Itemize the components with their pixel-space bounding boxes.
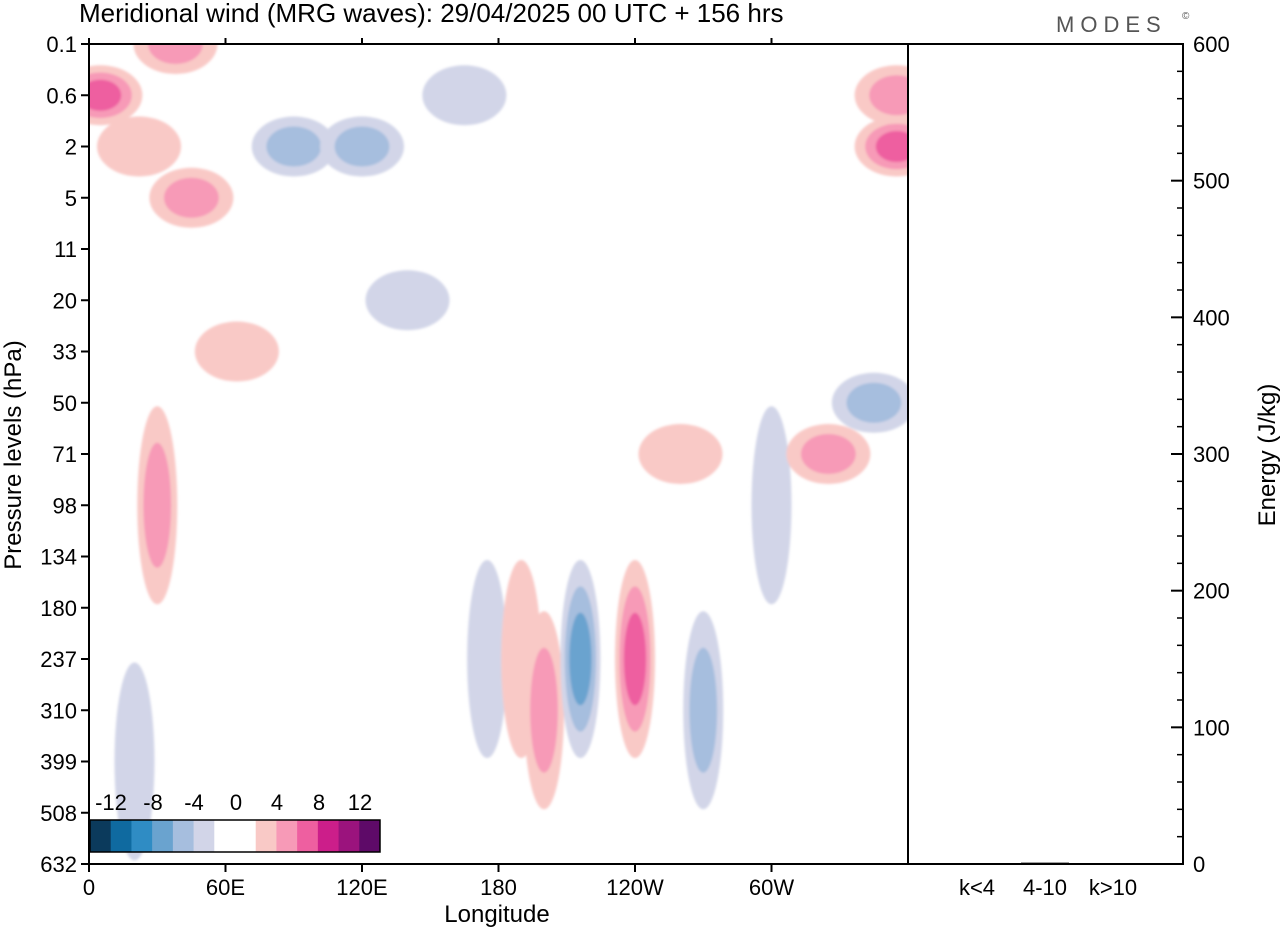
brand-mark: © [1182, 11, 1190, 22]
y-axis-label: Pressure levels (hPa) [0, 340, 27, 569]
y-tick-label: 310 [40, 698, 77, 723]
y-tick-label: 0.6 [46, 83, 77, 108]
y-tick-label: 237 [40, 647, 77, 672]
x-axis-label: Longitude [444, 901, 549, 928]
energy-category-label: k<4 [959, 875, 995, 900]
energy-axis-ticks: 0 100 200 300 400 500 600 [1171, 32, 1230, 877]
heatmap-contour [422, 65, 507, 126]
colorbar-label: 4 [271, 790, 283, 815]
y-tick-label: 508 [40, 801, 77, 826]
heatmap-contour [143, 442, 172, 568]
heatmap-contour [365, 270, 450, 331]
colorbar-swatch [338, 820, 360, 852]
energy-categories: k<4 4-10 k>10 [959, 875, 1137, 900]
heatmap-contour [689, 647, 718, 773]
x-tick-label: 180 [480, 875, 517, 900]
energy-tick-label: 200 [1193, 579, 1230, 604]
colorbar-swatch [90, 820, 112, 852]
colorbar-swatch [276, 820, 298, 852]
heatmap-contour [163, 177, 219, 218]
heatmap-contour [875, 130, 908, 163]
heatmap-contour [114, 662, 155, 861]
heatmap-contour [334, 126, 390, 167]
colorbar-swatch [297, 820, 319, 852]
y-axis-ticks: 0.1 0.6 2 5 11 20 33 50 71 98 134 180 237 310 399 508 63… [40, 32, 89, 877]
colorbar-label: 12 [348, 790, 372, 815]
colorbar-swatch [110, 820, 132, 852]
colorbar-label: -4 [184, 790, 204, 815]
x-tick-label: 60W [749, 875, 794, 900]
chart-title: Meridional wind (MRG waves): 29/04/2025 … [79, 0, 784, 28]
energy-category-label: k>10 [1089, 875, 1137, 900]
heatmap-contour [266, 126, 322, 167]
colorbar-swatch [359, 820, 381, 852]
x-tick-label: 120E [336, 875, 387, 900]
heatmap-field [89, 44, 908, 861]
colorbar-swatch [214, 820, 236, 852]
y-tick-label: 399 [40, 750, 77, 775]
y-tick-label: 98 [53, 493, 77, 518]
energy-tick-label: 100 [1193, 715, 1230, 740]
heatmap-contour [869, 75, 908, 116]
energy-tick-label: 600 [1193, 32, 1230, 57]
y-tick-label: 33 [53, 340, 77, 365]
colorbar-label: 8 [313, 790, 325, 815]
energy-tick-label: 300 [1193, 442, 1230, 467]
y-tick-label: 2 [65, 135, 77, 160]
y-tick-label: 5 [65, 186, 77, 211]
heatmap-contour [569, 612, 592, 706]
y-tick-label: 11 [54, 237, 77, 262]
brand-logo: MODES [1056, 12, 1167, 37]
energy-bars [953, 862, 1137, 864]
colorbar-swatch [255, 820, 277, 852]
y-tick-label: 50 [53, 391, 77, 416]
energy-bar [1089, 863, 1137, 864]
heatmap-contour [846, 382, 902, 423]
x-axis-ticks: 0 60E 120E 180 120W 60W [83, 38, 794, 900]
heatmap-contour [800, 434, 856, 474]
heatmap-contour [530, 647, 558, 773]
energy-bar [953, 863, 1001, 864]
y-tick-label: 180 [40, 596, 77, 621]
colorbar-label: 0 [230, 790, 242, 815]
heatmap-contour [467, 560, 508, 758]
colorbar-swatch [235, 820, 257, 852]
x-tick-label: 0 [83, 875, 95, 900]
energy-category-label: 4-10 [1023, 875, 1067, 900]
heatmap-contour [89, 79, 122, 111]
colorbar-swatch [193, 820, 215, 852]
colorbar-swatch [317, 820, 340, 852]
energy-tick-label: 0 [1193, 852, 1205, 877]
y-tick-label: 0.1 [46, 32, 77, 57]
heatmap-contour [623, 612, 647, 706]
colorbar: -12 -8 -4 0 4 8 12 [89, 790, 381, 853]
heatmap-contour [97, 116, 182, 177]
colorbar-swatch [131, 820, 153, 852]
energy-tick-label: 500 [1193, 169, 1230, 194]
y-tick-label: 134 [40, 545, 77, 570]
y-tick-label: 20 [53, 288, 77, 313]
colorbar-swatch [152, 820, 174, 852]
heatmap-contour [194, 321, 279, 382]
x-tick-label: 60E [206, 875, 245, 900]
energy-tick-label: 400 [1193, 305, 1230, 330]
energy-frame [907, 43, 1184, 865]
energy-axis-label: Energy (J/kg) [1254, 384, 1280, 527]
y-tick-label: 632 [40, 852, 77, 877]
heatmap-contour [148, 44, 203, 64]
energy-bar [1021, 862, 1069, 864]
x-tick-label: 120W [606, 875, 664, 900]
colorbar-frame [89, 819, 381, 853]
colorbar-label: -8 [143, 790, 163, 815]
y-tick-label: 71 [53, 442, 77, 467]
heatmap-contour [751, 406, 792, 605]
heatmap-contour [638, 424, 723, 484]
colorbar-label: -12 [95, 790, 127, 815]
colorbar-swatch [172, 820, 195, 852]
